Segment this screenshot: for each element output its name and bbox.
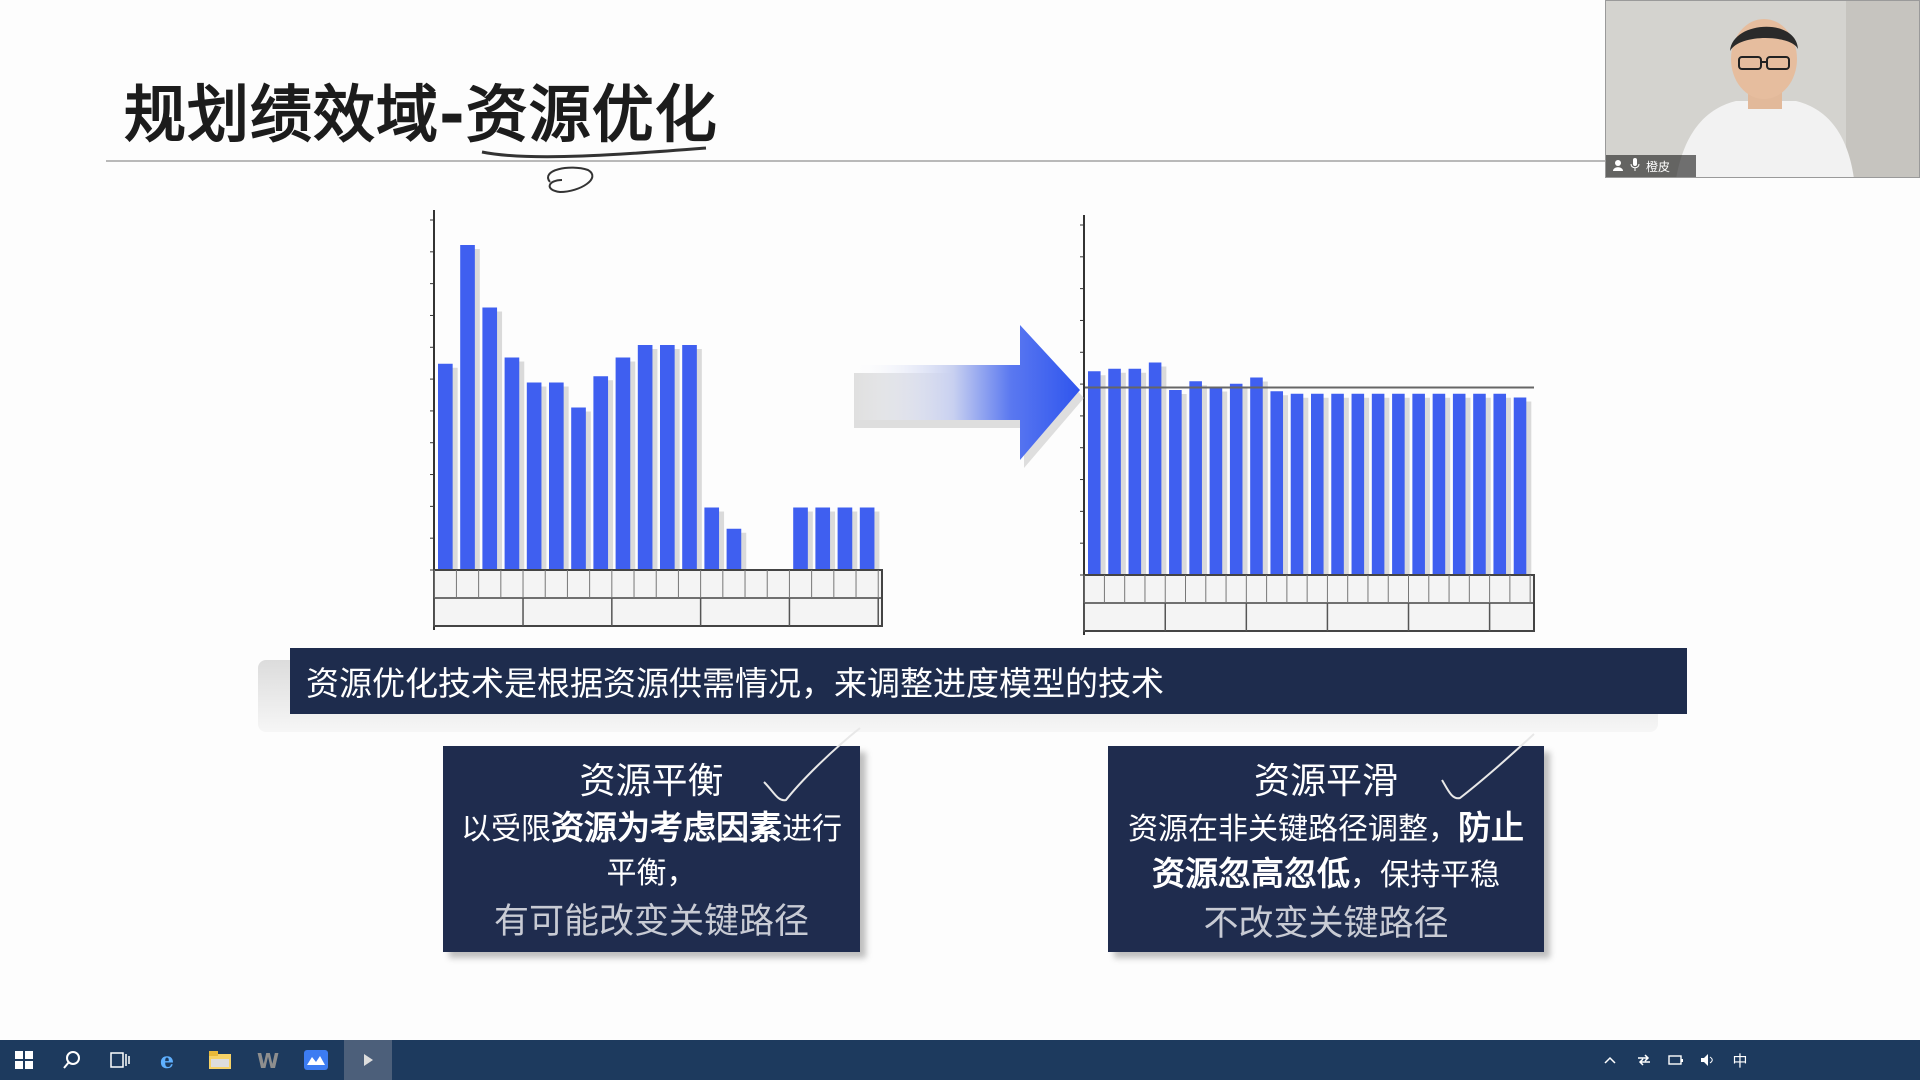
bar [660, 345, 675, 570]
smoothing-line-2: 资源忽高忽低，保持平稳 [1108, 852, 1544, 898]
webcam-overlay: 橙皮 [1605, 0, 1920, 178]
histogram-svg [1080, 215, 1535, 635]
slide: 规划绩效域-资源优化 资源优化技术是根据资源供需情况，来调整进度模型的技术 资源… [106, 0, 1920, 952]
bar [482, 307, 498, 570]
resource-histogram-before [420, 210, 886, 630]
microphone-icon [1630, 158, 1640, 174]
bar [504, 357, 520, 570]
task-view-icon[interactable] [96, 1040, 144, 1080]
leveling-bold-text: 资源为考虑因素 [551, 808, 782, 847]
file-explorer-icon[interactable] [196, 1040, 244, 1080]
bar [682, 345, 697, 570]
bar [1331, 393, 1344, 575]
volume-icon[interactable] [1692, 1040, 1724, 1080]
meeting-app-icon[interactable] [292, 1040, 340, 1080]
bar [1473, 393, 1486, 575]
leveling-text: 进行 [782, 812, 842, 847]
leveling-line-1: 以受限资源为考虑因素进行 [443, 806, 860, 852]
smoothing-text: 资源在非关键路径调整， [1128, 812, 1458, 847]
bar [1412, 393, 1425, 575]
smoothing-line-1: 资源在非关键路径调整，防止 [1108, 806, 1544, 852]
bar [571, 407, 586, 570]
leveling-text: 以受限 [461, 812, 551, 847]
checkmark-annotation-icon [763, 727, 861, 802]
webcam-status-bar: 橙皮 [1606, 155, 1696, 177]
resource-smoothing-card: 资源平滑 资源在非关键路径调整，防止 资源忽高忽低，保持平稳 不改变关键路径 [1108, 746, 1544, 952]
right-arrow-icon [850, 325, 1084, 468]
svg-text:e: e [160, 1049, 174, 1071]
bar [726, 528, 742, 570]
smoothing-bold-text: 防止 [1458, 808, 1524, 847]
bar [1371, 393, 1385, 575]
bar [1290, 393, 1304, 575]
bar [438, 363, 453, 570]
bar [1513, 397, 1527, 575]
pen-annotation-icon [481, 146, 707, 194]
bar [615, 357, 631, 570]
bar [549, 382, 564, 570]
histogram-svg [430, 210, 883, 630]
ime-indicator[interactable]: 中 [1732, 1051, 1748, 1070]
definition-banner: 资源优化技术是根据资源供需情况，来调整进度模型的技术 [290, 648, 1687, 714]
bar [815, 507, 831, 570]
smoothing-line-3: 不改变关键路径 [1203, 904, 1449, 944]
media-player-icon[interactable] [344, 1040, 392, 1080]
bar [1189, 381, 1202, 575]
bar [1250, 377, 1263, 575]
smoothing-bold-text: 资源忽高忽低 [1152, 854, 1350, 893]
bar [1088, 371, 1101, 575]
bar [1452, 393, 1466, 575]
bar [593, 376, 609, 570]
leveling-line-2: 平衡， [606, 856, 697, 891]
bar [1148, 362, 1162, 575]
taskbar: e W 中 [0, 1040, 1920, 1080]
bar [526, 382, 542, 570]
smoothing-title: 资源平滑 [1253, 761, 1398, 802]
bar [704, 507, 720, 570]
chevron-up-icon[interactable] [1594, 1040, 1626, 1080]
bar [1209, 387, 1223, 575]
windows-start-icon[interactable] [0, 1040, 48, 1080]
bar [1270, 391, 1284, 575]
bar [637, 345, 653, 570]
resource-histogram-after [1070, 215, 1538, 635]
network-icon[interactable] [1660, 1040, 1692, 1080]
bar [793, 507, 808, 570]
leveling-title: 资源平衡 [579, 761, 724, 802]
search-icon[interactable] [48, 1040, 96, 1080]
bar [1229, 383, 1243, 575]
resource-leveling-card: 资源平衡 以受限资源为考虑因素进行 平衡， 有可能改变关键路径 [443, 746, 860, 952]
leveling-line-3: 有可能改变关键路径 [493, 902, 809, 942]
bar [859, 507, 875, 570]
bar [1108, 368, 1121, 575]
sync-icon[interactable] [1628, 1040, 1660, 1080]
bar [1169, 390, 1182, 575]
svg-text:W: W [257, 1050, 279, 1070]
title-divider [106, 160, 1920, 162]
presenter-video [1606, 1, 1919, 177]
slide-title: 规划绩效域-资源优化 [124, 78, 718, 151]
checkmark-annotation-icon [1441, 733, 1535, 800]
presenter-name: 橙皮 [1646, 159, 1671, 174]
bar [837, 507, 853, 570]
bar [1392, 393, 1405, 575]
bar [1128, 368, 1142, 575]
wps-icon[interactable]: W [244, 1040, 292, 1080]
smoothing-text: ，保持平稳 [1350, 858, 1500, 893]
user-icon [1612, 159, 1624, 174]
bar [460, 245, 475, 570]
bar [1351, 393, 1365, 575]
bar [1311, 393, 1324, 575]
edge-icon[interactable]: e [144, 1040, 192, 1080]
bar [1493, 393, 1507, 575]
bar [1432, 393, 1446, 575]
